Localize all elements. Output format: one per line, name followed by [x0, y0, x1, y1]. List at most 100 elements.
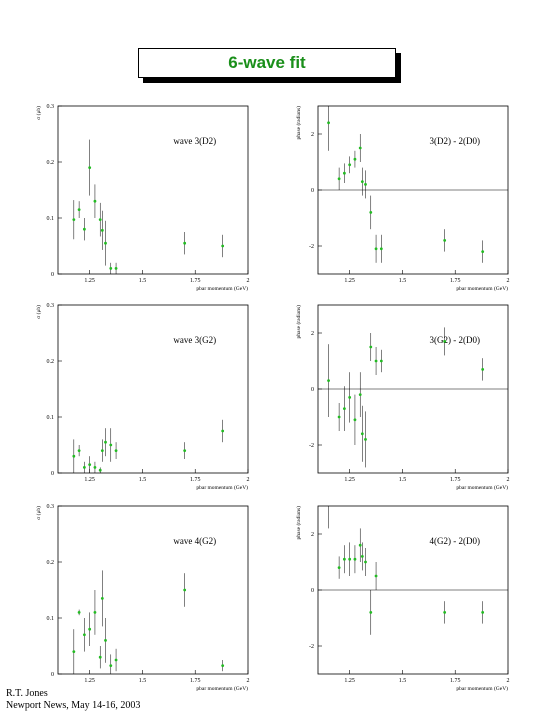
- data-point: [327, 379, 330, 382]
- data-point: [348, 557, 352, 561]
- data-point: [353, 557, 357, 561]
- data-point: [443, 340, 447, 343]
- data-point: [183, 588, 187, 592]
- x-axis-label: pbar momentum (GeV): [456, 685, 508, 692]
- data-point: [72, 650, 76, 653]
- x-tick-label: 1.5: [139, 678, 147, 684]
- y-tick-label: -2: [309, 644, 314, 650]
- y-tick-label: 0.1: [47, 415, 55, 421]
- data-point: [72, 218, 76, 222]
- data-point: [77, 208, 81, 211]
- y-axis-label: phase (radians): [295, 506, 302, 540]
- data-point: [221, 664, 225, 667]
- data-point: [369, 211, 373, 214]
- data-point: [342, 171, 346, 175]
- data-point: [93, 611, 97, 614]
- slide-title-box: 6-wave fit: [138, 48, 396, 78]
- data-point: [364, 560, 367, 564]
- y-tick-label: 0.3: [47, 504, 55, 510]
- data-point: [379, 359, 383, 363]
- y-axis-label: σ (μb): [35, 106, 42, 120]
- data-point: [109, 267, 113, 270]
- x-tick-label: 1.25: [84, 278, 95, 284]
- y-tick-label: -2: [309, 443, 314, 449]
- data-point: [88, 166, 92, 169]
- x-axis-label: pbar momentum (GeV): [456, 484, 508, 491]
- y-tick-label: 0.2: [47, 160, 55, 166]
- footer: R.T. Jones Newport News, May 14-16, 2003: [6, 688, 140, 712]
- data-point: [88, 463, 92, 466]
- data-point: [358, 543, 362, 547]
- slide-title: 6-wave fit: [228, 53, 306, 72]
- x-axis-label: pbar momentum (GeV): [196, 484, 248, 491]
- plot-annotation: 3(G2) - 2(D0): [430, 335, 480, 345]
- data-point: [358, 393, 362, 396]
- data-point: [82, 633, 86, 637]
- y-tick-label: 0: [311, 588, 314, 594]
- data-point: [374, 574, 378, 578]
- x-tick-label: 1.75: [450, 477, 461, 483]
- data-point: [342, 407, 346, 410]
- x-tick-label: 1.25: [344, 477, 355, 483]
- y-axis-label: σ (μb): [35, 305, 42, 319]
- data-point: [327, 121, 330, 125]
- x-axis-label: pbar momentum (GeV): [456, 285, 508, 292]
- plot-annotation: 4(G2) - 2(D0): [430, 536, 480, 546]
- x-tick-label: 2: [247, 278, 250, 284]
- data-point: [93, 466, 97, 469]
- x-tick-label: 1.75: [190, 477, 201, 483]
- data-point: [98, 468, 102, 472]
- y-tick-label: 0.2: [47, 560, 55, 566]
- x-tick-label: 2: [507, 477, 510, 483]
- x-tick-label: 1.75: [450, 678, 461, 684]
- data-point: [364, 438, 367, 441]
- x-tick-label: 1.25: [344, 278, 355, 284]
- plot-annotation: wave 3(G2): [173, 335, 216, 345]
- y-tick-label: 0: [311, 188, 314, 194]
- y-tick-label: 0.1: [47, 216, 55, 222]
- data-point: [360, 180, 364, 183]
- x-tick-label: 1.5: [139, 278, 147, 284]
- data-point: [104, 241, 107, 245]
- x-tick-label: 1.5: [399, 278, 407, 284]
- y-tick-label: 0: [51, 272, 54, 278]
- footer-author: R.T. Jones: [6, 688, 48, 699]
- data-point: [221, 244, 225, 248]
- data-point: [183, 449, 187, 452]
- data-point: [379, 247, 383, 251]
- data-point: [481, 250, 485, 254]
- data-point: [342, 557, 346, 561]
- data-point: [100, 597, 104, 600]
- data-point: [481, 611, 485, 614]
- plot-frame: [57, 304, 249, 474]
- data-point: [221, 429, 225, 433]
- data-point: [114, 658, 118, 662]
- data-point: [374, 247, 378, 251]
- data-point: [337, 415, 341, 419]
- data-point: [337, 177, 341, 181]
- data-point: [77, 449, 81, 452]
- data-point: [348, 163, 352, 167]
- data-point: [360, 432, 364, 436]
- plot-frame: [57, 505, 249, 675]
- y-tick-label: 2: [311, 132, 314, 138]
- data-point: [369, 611, 373, 614]
- x-tick-label: 1.5: [399, 678, 407, 684]
- plot-annotation: wave 3(D2): [173, 136, 216, 146]
- data-point: [443, 611, 447, 614]
- x-axis-label: pbar momentum (GeV): [196, 285, 248, 292]
- y-tick-label: 0.1: [47, 616, 55, 622]
- data-point: [93, 199, 97, 203]
- x-tick-label: 1.25: [344, 678, 355, 684]
- data-point: [100, 228, 104, 232]
- data-point: [100, 449, 104, 452]
- data-point: [72, 454, 76, 458]
- x-tick-label: 2: [507, 678, 510, 684]
- x-tick-label: 2: [247, 678, 250, 684]
- x-tick-label: 2: [247, 477, 250, 483]
- data-point: [82, 227, 86, 231]
